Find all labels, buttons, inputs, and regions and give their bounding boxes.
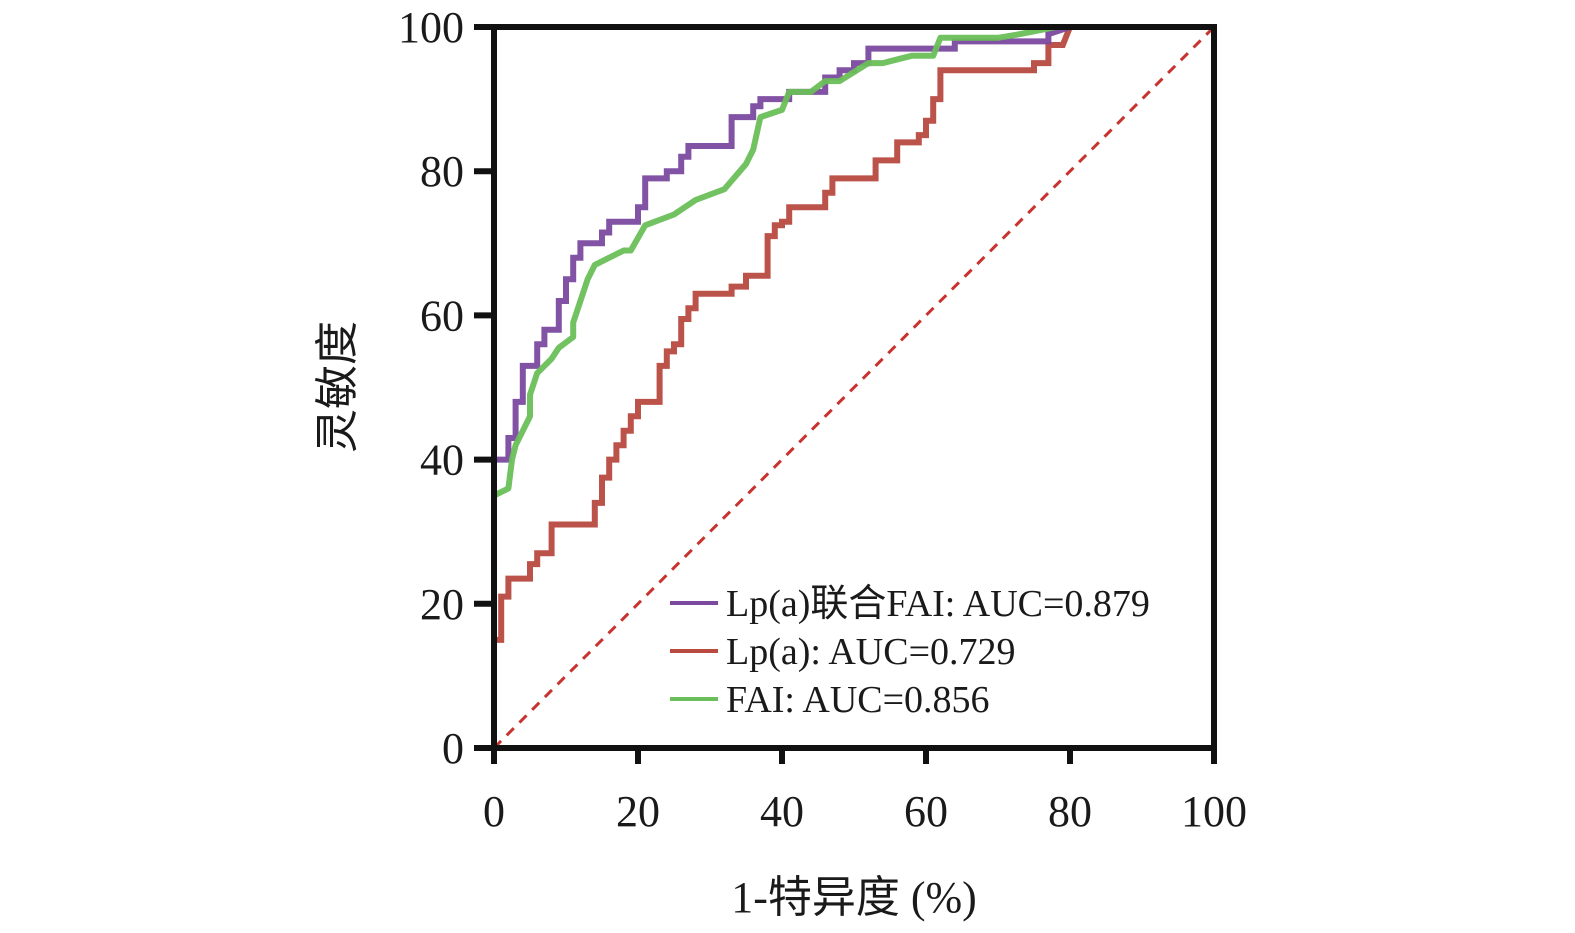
y-tick-label: 60: [420, 291, 464, 340]
x-tick-label: 60: [904, 787, 948, 836]
y-tick-label: 100: [398, 3, 464, 52]
reference-diagonal: [492, 25, 1216, 750]
series-line-1: [491, 24, 1214, 748]
y-tick-label: 80: [420, 147, 464, 196]
legend: Lp(a)联合FAI: AUC=0.879 Lp(a): AUC=0.729 FAI…: [670, 583, 1150, 721]
x-axis-label: 1-特异度 (%): [731, 873, 977, 922]
y-tick-label: 20: [420, 580, 464, 629]
legend-label: Lp(a): AUC=0.729: [726, 631, 1016, 673]
legend-label: Lp(a)联合FAI: AUC=0.879: [726, 583, 1150, 625]
plot-frame: [491, 24, 1217, 751]
curves: [491, 24, 1216, 750]
x-tick-label: 80: [1048, 787, 1092, 836]
series-line-2: [491, 24, 1214, 640]
y-axis-label: 灵敏度: [313, 321, 362, 453]
y-tick-label: 0: [442, 724, 464, 773]
y-tick-label: 40: [420, 436, 464, 485]
x-tick-label: 20: [616, 787, 660, 836]
legend-label: FAI: AUC=0.856: [726, 679, 990, 721]
x-tick-label: 100: [1181, 787, 1247, 836]
x-tick-label: 40: [760, 787, 804, 836]
ticks: 0 20 40 60 80 100 0 20 40 60 80 100: [398, 3, 1247, 836]
x-tick-label: 0: [483, 787, 505, 836]
